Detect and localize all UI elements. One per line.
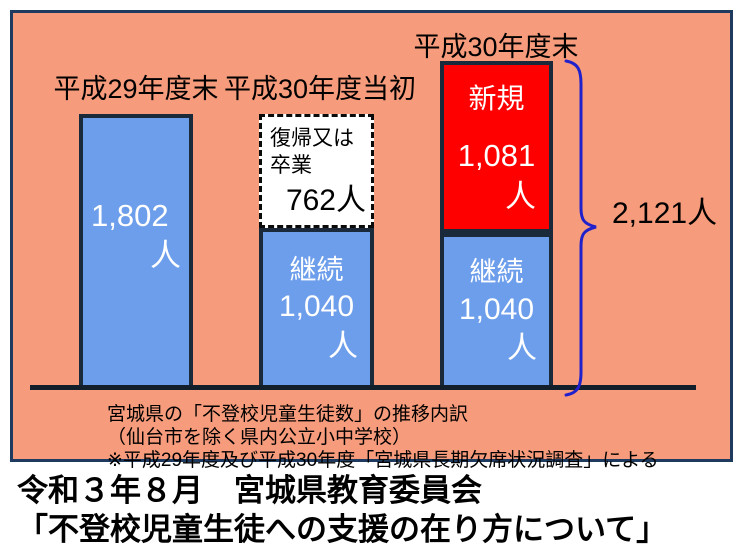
x-axis-baseline: [30, 385, 696, 390]
bar-value: 1,802: [91, 198, 169, 233]
chart-panel: 平成29年度末 平成30年度当初 平成30年度末 1,802 人 復帰又は 卒業…: [10, 10, 733, 471]
document-footer: 令和３年８月 宮城県教育委員会 「不登校児童生徒への支援の在り方について」: [17, 471, 667, 549]
segment-unit: 人: [507, 332, 537, 365]
segment-desc-line1: 復帰又は: [270, 127, 354, 150]
segment-value: 762人: [285, 184, 366, 217]
footer-title-line: 「不登校児童生徒への支援の在り方について」: [17, 512, 668, 547]
category-label-h30-end: 平成30年度末: [413, 32, 579, 62]
total-label: 2,121人: [612, 197, 718, 230]
bar-h30-start-continuing: 継続 1,040 人: [259, 228, 374, 390]
segment-value: 1,040: [278, 290, 355, 323]
category-label-h29-end: 平成29年度末: [53, 74, 219, 104]
total-brace: [564, 59, 597, 397]
bar-h30-end-continuing: 継続 1,040 人: [440, 233, 553, 390]
segment-returned-or-graduated: 復帰又は 卒業 762人: [259, 114, 374, 228]
segment-value: 1,081: [457, 138, 536, 173]
category-label-h30-start: 平成30年度当初: [223, 74, 417, 104]
caption-title: 宮城県の「不登校児童生徒数」の推移内訳: [107, 404, 469, 425]
segment-desc-line2: 卒業: [270, 154, 312, 177]
chart-caption: 宮城県の「不登校児童生徒数」の推移内訳 （仙台市を除く県内公立小中学校） ※平成…: [107, 403, 659, 472]
segment-name: 継続: [469, 257, 524, 287]
caption-scope: （仙台市を除く県内公立小中学校）: [107, 427, 412, 448]
caption-source: ※平成29年度及び平成30年度「宮城県長期欠席状況調査」による: [107, 450, 659, 471]
segment-name: 新規: [468, 83, 525, 114]
segment-desc: 復帰又は 卒業: [270, 125, 354, 179]
segment-unit: 人: [505, 179, 536, 214]
footer-source-line: 令和３年８月 宮城県教育委員会: [17, 473, 482, 508]
segment-name: 継続: [289, 255, 344, 285]
segment-unit: 人: [328, 330, 358, 363]
bar-h30-end-new: 新規 1,081 人: [440, 61, 553, 233]
bar-unit: 人: [150, 238, 181, 273]
bar-h29-end-continuing: 1,802 人: [79, 114, 193, 390]
segment-value: 1,040: [458, 293, 535, 326]
